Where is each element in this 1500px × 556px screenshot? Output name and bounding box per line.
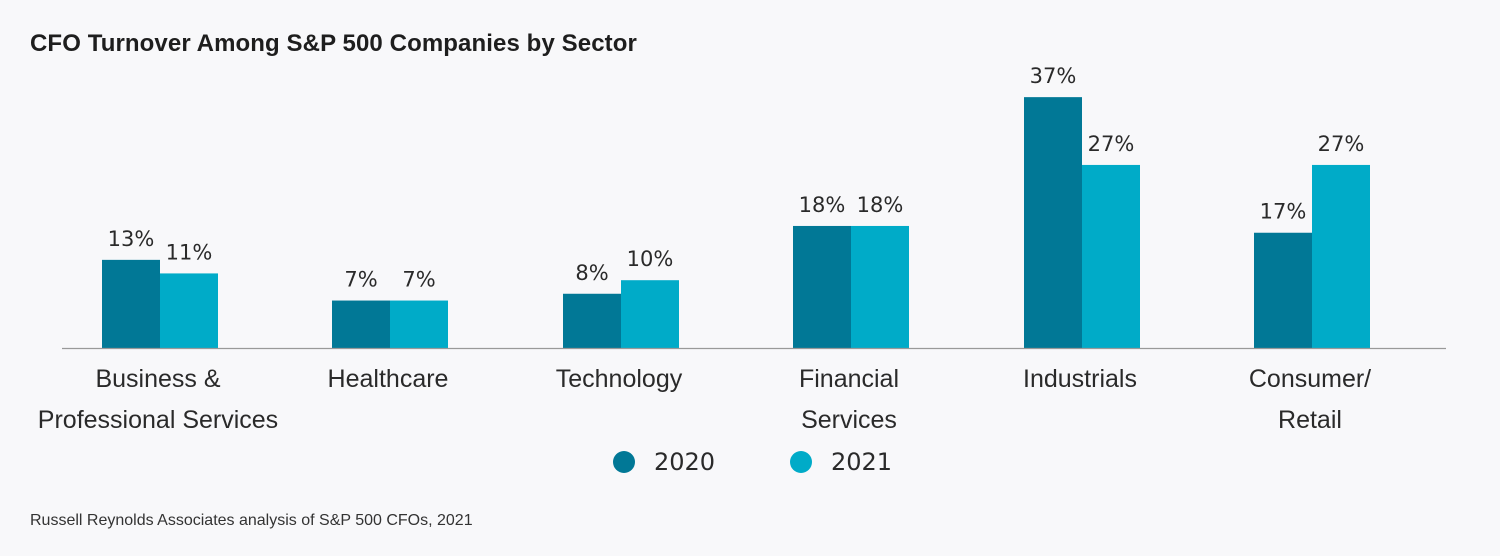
bar-value-label: 7% <box>344 268 377 292</box>
bar-value-label: 11% <box>166 240 213 264</box>
legend-item-2021: 2021 <box>790 448 892 476</box>
bar-2020-0 <box>102 259 160 348</box>
source-note: Russell Reynolds Associates analysis of … <box>30 512 473 529</box>
bar-2020-1 <box>332 300 390 348</box>
category-label: Industrials <box>1023 365 1137 393</box>
category-label: Services <box>801 406 897 434</box>
bar-2020-5 <box>1254 232 1312 348</box>
bar-value-label: 10% <box>627 247 674 271</box>
bar-2020-4 <box>1024 97 1082 348</box>
bar-2020-3 <box>793 225 851 348</box>
category-label: Retail <box>1278 406 1342 434</box>
category-label: Business & <box>95 365 220 393</box>
bar-2021-3 <box>851 225 909 348</box>
chart-title: CFO Turnover Among S&P 500 Companies by … <box>30 30 637 57</box>
bar-value-label: 13% <box>108 227 155 251</box>
bar-labels-group: 13% 11% 7% 7% 8% 10% 18% 18% 37% 27% 17% 27% <box>108 64 1365 291</box>
bar-2021-5 <box>1312 164 1370 348</box>
bar-2021-2 <box>621 280 679 348</box>
category-label: Financial <box>799 365 899 393</box>
bar-value-label: 18% <box>799 193 846 217</box>
bar-value-label: 37% <box>1030 64 1077 88</box>
category-label: Consumer/ <box>1249 365 1371 393</box>
legend-label: 2021 <box>831 448 892 476</box>
bars-group <box>102 97 1370 348</box>
category-labels-group: Business & Professional Services Healthcar… <box>38 365 1371 434</box>
category-label: Professional Services <box>38 406 278 434</box>
legend-item-2020: 2020 <box>613 448 715 476</box>
category-label: Technology <box>556 365 683 393</box>
bar-value-label: 8% <box>575 261 608 285</box>
bar-value-label: 7% <box>402 268 435 292</box>
bar-value-label: 27% <box>1088 132 1135 156</box>
legend-label: 2020 <box>654 448 715 476</box>
bar-2020-2 <box>563 293 621 348</box>
bar-value-label: 18% <box>857 193 904 217</box>
bar-value-label: 17% <box>1260 200 1307 224</box>
legend: 2020 2021 <box>613 448 892 476</box>
category-label: Healthcare <box>328 365 449 393</box>
bar-2021-0 <box>160 273 218 348</box>
bar-2021-1 <box>390 300 448 348</box>
bar-2021-4 <box>1082 164 1140 348</box>
legend-swatch <box>613 451 635 473</box>
bar-value-label: 27% <box>1318 132 1365 156</box>
legend-swatch <box>790 451 812 473</box>
